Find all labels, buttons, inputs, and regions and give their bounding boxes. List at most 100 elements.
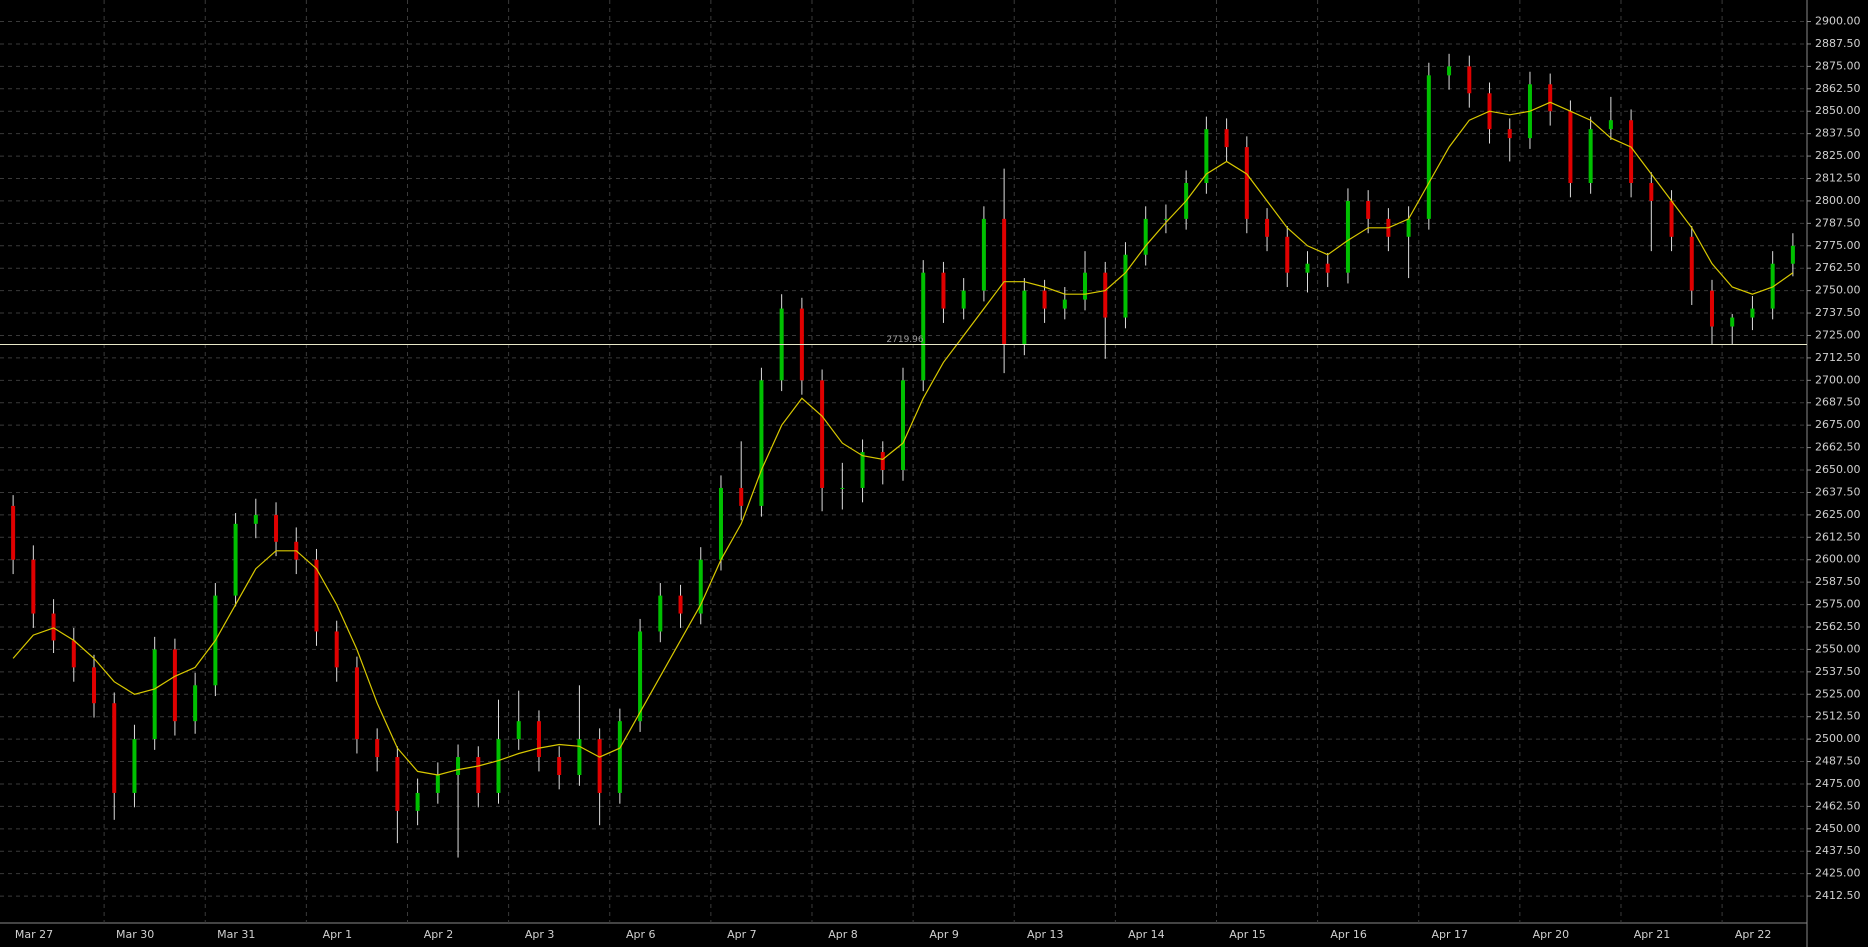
candle-body xyxy=(172,649,177,722)
candle-body xyxy=(860,452,865,488)
y-tick-label: 2612.50 xyxy=(1815,530,1861,543)
x-tick-label: Apr 3 xyxy=(525,928,555,941)
candle-body xyxy=(456,757,461,775)
candle-body xyxy=(1062,299,1067,309)
y-tick-label: 2650.00 xyxy=(1815,463,1861,476)
candle-body xyxy=(193,685,198,722)
x-tick-label: Apr 22 xyxy=(1735,928,1772,941)
candle-body xyxy=(901,380,905,471)
y-tick-label: 2537.50 xyxy=(1815,665,1861,678)
candle-body xyxy=(880,452,885,471)
candle-body xyxy=(1224,129,1229,148)
y-tick-label: 2675.00 xyxy=(1815,418,1861,431)
y-tick-label: 2425.00 xyxy=(1815,867,1861,880)
y-tick-label: 2462.50 xyxy=(1815,799,1861,812)
candle-body xyxy=(1548,84,1553,112)
candle-body xyxy=(759,380,764,506)
candle-body xyxy=(1629,120,1634,183)
y-tick-label: 2762.50 xyxy=(1815,261,1861,274)
x-tick-label: Apr 8 xyxy=(828,928,858,941)
candle-body xyxy=(1709,290,1714,327)
candle-body xyxy=(1083,272,1088,300)
y-tick-label: 2887.50 xyxy=(1815,37,1861,50)
candle-body xyxy=(1669,200,1674,237)
x-tick-label: Apr 13 xyxy=(1027,928,1064,941)
candle-body xyxy=(314,559,319,632)
candle-body xyxy=(678,595,683,614)
candle-body xyxy=(476,757,481,793)
y-tick-label: 2475.00 xyxy=(1815,777,1861,790)
y-tick-label: 2525.00 xyxy=(1815,687,1861,700)
y-tick-label: 2437.50 xyxy=(1815,844,1861,857)
candle-body xyxy=(1042,290,1047,309)
candle-body xyxy=(1163,218,1168,220)
candle-body xyxy=(1143,218,1148,255)
candle-body xyxy=(1244,147,1249,219)
candle-body xyxy=(718,487,723,560)
candle-body xyxy=(1730,317,1735,327)
candle-body xyxy=(1022,290,1027,345)
x-tick-label: Mar 30 xyxy=(116,928,154,941)
y-tick-label: 2512.50 xyxy=(1815,710,1861,723)
candle-body xyxy=(1770,263,1775,309)
x-tick-label: Apr 15 xyxy=(1229,928,1266,941)
candle-body xyxy=(11,505,16,560)
x-tick-label: Mar 27 xyxy=(15,928,53,941)
candle-body xyxy=(536,721,541,758)
candle-body xyxy=(334,631,339,668)
y-tick-label: 2837.50 xyxy=(1815,127,1861,140)
y-tick-label: 2625.00 xyxy=(1815,508,1861,521)
candle-body xyxy=(354,667,359,740)
candle-body xyxy=(1507,129,1512,139)
candle-body xyxy=(921,272,926,381)
y-tick-label: 2575.00 xyxy=(1815,598,1861,611)
candle-body xyxy=(1447,66,1452,76)
candle-body xyxy=(1467,66,1472,94)
candle-body xyxy=(395,757,400,811)
x-tick-label: Apr 7 xyxy=(727,928,757,941)
candle-body xyxy=(1265,218,1270,237)
x-tick-label: Apr 6 xyxy=(626,928,656,941)
candle-body xyxy=(253,514,258,524)
candle-body xyxy=(415,792,420,811)
y-tick-label: 2662.50 xyxy=(1815,441,1861,454)
y-tick-label: 2787.50 xyxy=(1815,216,1861,229)
candle-body xyxy=(274,514,279,542)
candle-body xyxy=(1568,111,1573,183)
x-tick-label: Apr 14 xyxy=(1128,928,1165,941)
y-tick-label: 2775.00 xyxy=(1815,239,1861,252)
candle-body xyxy=(375,739,380,758)
candle-body xyxy=(516,721,521,740)
y-tick-label: 2450.00 xyxy=(1815,822,1861,835)
candle-body xyxy=(1406,218,1411,237)
candle-body xyxy=(961,290,966,309)
candle-body xyxy=(617,721,622,793)
y-tick-label: 2900.00 xyxy=(1815,15,1861,28)
candle-body xyxy=(840,487,845,489)
x-tick-label: Apr 9 xyxy=(929,928,959,941)
candle-body xyxy=(1325,263,1330,273)
candle-body xyxy=(92,667,97,704)
candle-body xyxy=(51,613,56,641)
candle-body xyxy=(112,703,117,793)
y-tick-label: 2712.50 xyxy=(1815,351,1861,364)
y-tick-label: 2825.00 xyxy=(1815,149,1861,162)
candle-body xyxy=(638,631,643,722)
candle-body xyxy=(152,649,157,740)
candle-body xyxy=(557,757,562,775)
candle-body xyxy=(1750,308,1755,318)
candle-body xyxy=(941,272,946,309)
candle-body xyxy=(1366,200,1371,219)
candle-body xyxy=(577,739,582,775)
y-tick-label: 2737.50 xyxy=(1815,306,1861,319)
candle-body xyxy=(496,739,501,793)
x-tick-label: Apr 21 xyxy=(1634,928,1671,941)
candle-body xyxy=(1689,236,1694,291)
candle-body xyxy=(1426,75,1431,219)
y-tick-label: 2812.50 xyxy=(1815,172,1861,185)
candle-body xyxy=(1204,129,1209,183)
y-tick-label: 2800.00 xyxy=(1815,194,1861,207)
candle-body xyxy=(71,640,76,668)
